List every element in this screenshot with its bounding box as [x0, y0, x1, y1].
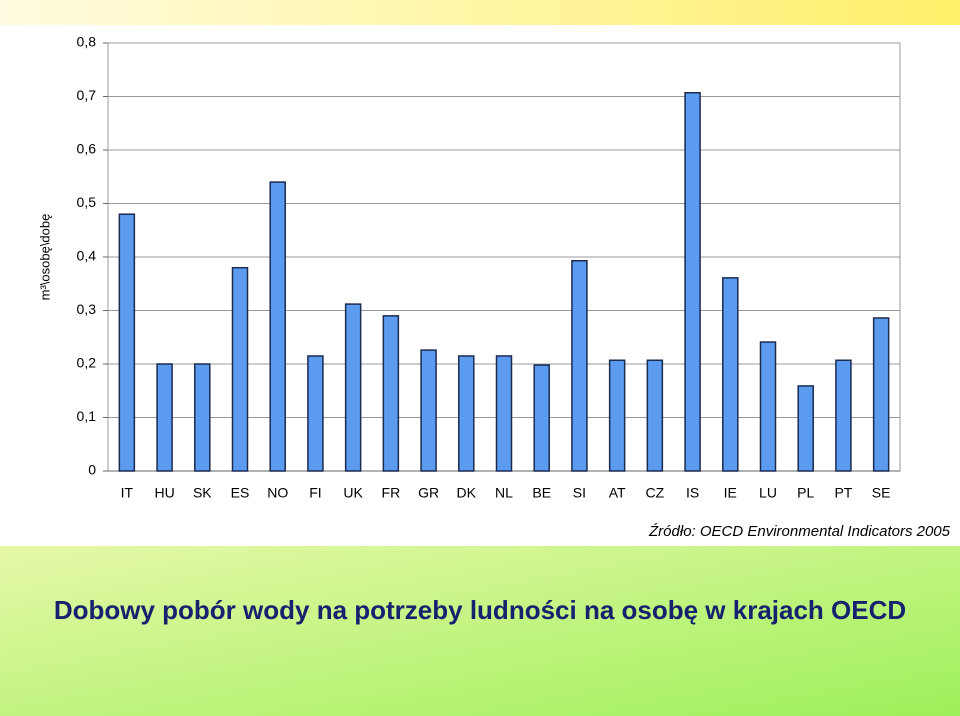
- bar: [872, 317, 890, 472]
- y-tick-label: 0,2: [77, 355, 97, 371]
- x-tick-label: IT: [121, 485, 134, 501]
- x-tick-label: SE: [872, 485, 891, 501]
- bar: [231, 266, 249, 472]
- x-tick-label: GR: [418, 485, 439, 501]
- bar: [646, 359, 664, 472]
- y-tick-label: 0,1: [77, 408, 97, 424]
- bar: [759, 341, 777, 472]
- bar: [382, 315, 400, 472]
- x-tick-label: FI: [309, 485, 321, 501]
- bar: [344, 303, 362, 472]
- x-tick-label: BE: [532, 485, 551, 501]
- bar: [571, 259, 588, 472]
- bar: [156, 363, 173, 472]
- slide-title: Dobowy pobór wody na potrzeby ludności n…: [54, 595, 906, 625]
- bar: [684, 92, 701, 472]
- y-axis-label: m³\osobę\dobę: [37, 214, 52, 301]
- source-note: Źródło: OECD Environmental Indicators 20…: [648, 523, 951, 540]
- bar: [835, 359, 852, 472]
- x-tick-label: DK: [457, 485, 477, 501]
- x-tick-label: NO: [267, 485, 288, 501]
- y-tick-label: 0,3: [77, 301, 97, 317]
- x-tick-label: FR: [382, 485, 401, 501]
- x-tick-label: IS: [686, 485, 699, 501]
- x-tick-label: UK: [343, 485, 363, 501]
- x-tick-label: AT: [609, 485, 626, 501]
- y-tick-label: 0,6: [77, 141, 97, 157]
- bar: [722, 277, 739, 472]
- bar: [194, 363, 211, 472]
- x-tick-label: PL: [797, 485, 814, 501]
- bottom-band: [0, 546, 960, 716]
- x-tick-label: ES: [231, 485, 250, 501]
- bar: [118, 213, 136, 472]
- x-tick-label: PT: [834, 485, 852, 501]
- top-band: [0, 0, 960, 25]
- bar: [269, 181, 286, 472]
- x-tick-label: IE: [724, 485, 737, 501]
- bar: [458, 355, 475, 472]
- bar: [307, 355, 324, 472]
- x-tick-label: CZ: [646, 485, 665, 501]
- x-tick-label: SK: [193, 485, 212, 501]
- y-tick-label: 0,8: [77, 34, 97, 50]
- y-tick-label: 0,5: [77, 194, 97, 210]
- x-tick-label: LU: [759, 485, 777, 501]
- bar: [608, 359, 626, 472]
- x-tick-label: HU: [154, 485, 174, 501]
- x-tick-label: NL: [495, 485, 513, 501]
- bar: [420, 349, 437, 472]
- y-tick-label: 0,7: [77, 87, 97, 103]
- y-tick-label: 0,4: [77, 248, 97, 264]
- y-tick-label: 0: [88, 462, 96, 478]
- bar: [533, 364, 550, 472]
- bar: [495, 355, 513, 472]
- x-tick-label: SI: [573, 485, 586, 501]
- bar: [797, 385, 814, 472]
